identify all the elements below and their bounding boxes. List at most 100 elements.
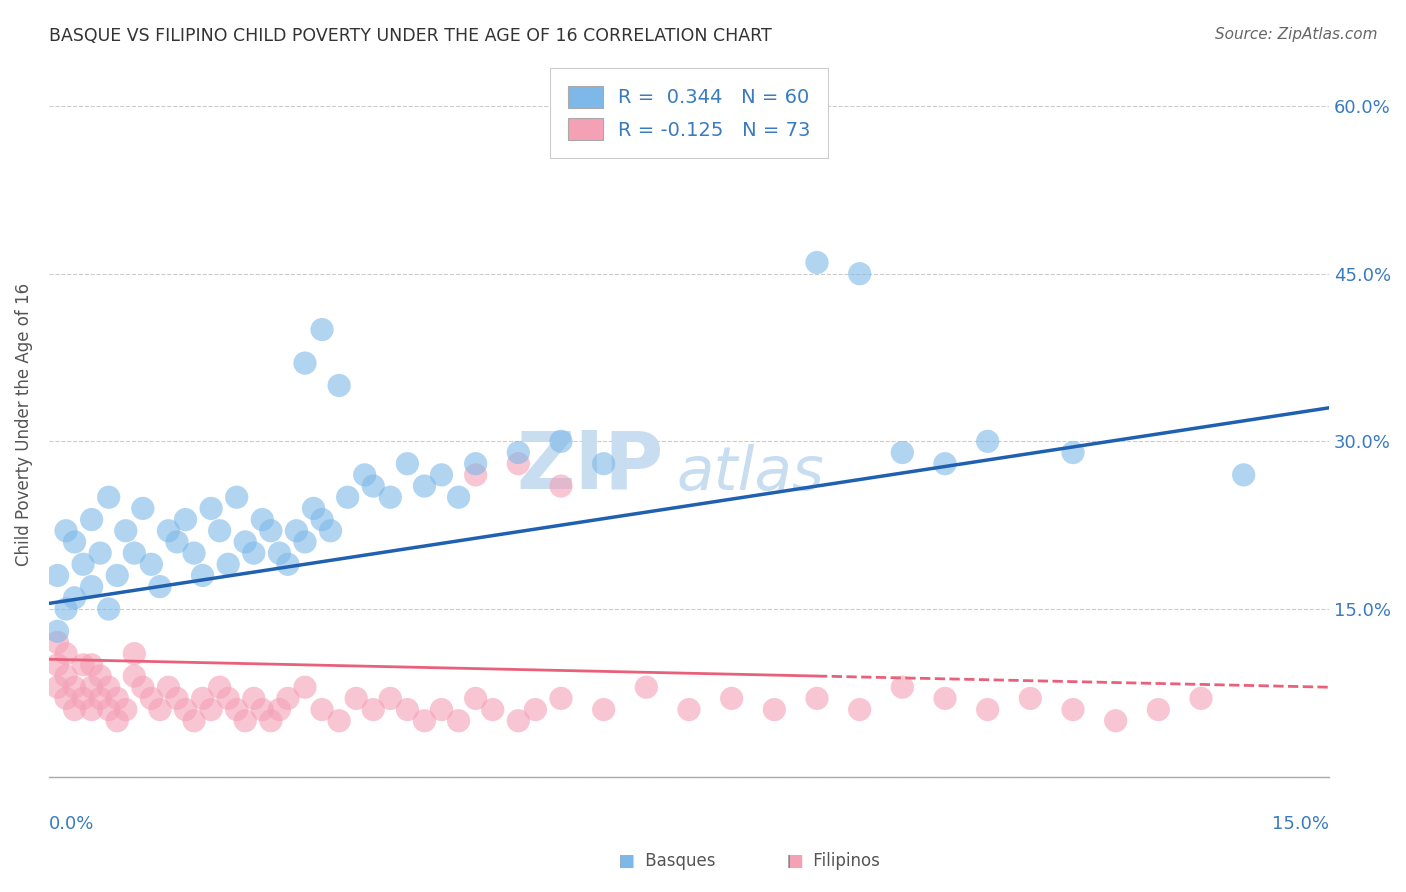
Point (464, 457, 486, 471)
Text: 15.0%: 15.0% (1272, 815, 1329, 833)
Point (311, 322, 333, 336)
Point (252, 512, 274, 526)
Point (353, 467, 375, 482)
Point (166, 691, 188, 706)
Point (97, 602, 120, 616)
Point (294, 356, 316, 370)
Point (269, 546, 291, 560)
Point (55, 602, 77, 616)
Point (80, 702, 103, 716)
Point (46, 680, 69, 694)
Point (114, 524, 136, 538)
Point (114, 702, 136, 716)
Point (217, 558, 239, 572)
Point (447, 490, 470, 504)
Point (105, 568, 128, 582)
Point (260, 524, 283, 538)
Point (233, 714, 256, 728)
Point (89, 691, 111, 706)
Point (464, 691, 486, 706)
Point (344, 691, 367, 706)
Point (233, 535, 256, 549)
Text: Source: ZipAtlas.com: Source: ZipAtlas.com (1215, 27, 1378, 42)
Point (285, 524, 308, 538)
Point (72, 558, 94, 572)
Point (396, 457, 419, 471)
Point (1147, 702, 1170, 716)
Point (97, 702, 120, 716)
Point (225, 490, 247, 504)
Point (124, 546, 146, 560)
Point (269, 702, 291, 716)
Point (763, 702, 786, 716)
Point (157, 680, 180, 694)
Point (380, 691, 402, 706)
Point (550, 691, 572, 706)
Point (311, 702, 333, 716)
Point (524, 702, 547, 716)
Point (89, 669, 111, 683)
Y-axis label: Child Poverty Under the Age of 16: Child Poverty Under the Age of 16 (15, 283, 32, 566)
Point (413, 479, 436, 493)
Point (80, 580, 103, 594)
Point (97, 680, 120, 694)
Point (208, 680, 231, 694)
Point (508, 714, 530, 728)
Point (63, 702, 86, 716)
Point (592, 702, 614, 716)
Point (242, 691, 264, 706)
Point (380, 490, 402, 504)
Text: ■: ■ (787, 852, 803, 870)
Point (396, 702, 419, 716)
Point (508, 457, 530, 471)
Point (63, 591, 86, 605)
Point (89, 546, 111, 560)
Point (260, 714, 283, 728)
Point (934, 457, 956, 471)
Point (1189, 691, 1212, 706)
Point (976, 702, 998, 716)
Point (46, 624, 69, 639)
Point (1233, 467, 1256, 482)
Point (311, 512, 333, 526)
Point (105, 691, 128, 706)
Point (302, 501, 325, 516)
Point (361, 702, 384, 716)
Point (46, 635, 69, 649)
Text: ■  Basques: ■ Basques (619, 852, 716, 870)
Point (55, 647, 77, 661)
Text: ZIP: ZIP (516, 428, 664, 506)
Point (97, 490, 120, 504)
Point (183, 714, 205, 728)
Point (217, 691, 239, 706)
Point (200, 702, 222, 716)
Point (430, 467, 453, 482)
Text: atlas: atlas (676, 444, 824, 503)
Point (124, 647, 146, 661)
Text: ■: ■ (619, 852, 634, 870)
Point (508, 445, 530, 459)
Point (848, 267, 870, 281)
Point (976, 434, 998, 449)
Point (252, 702, 274, 716)
Point (63, 680, 86, 694)
Point (80, 680, 103, 694)
Point (72, 657, 94, 672)
Point (208, 524, 231, 538)
Point (891, 445, 914, 459)
Point (124, 669, 146, 683)
Point (848, 702, 870, 716)
Text: 0.0%: 0.0% (49, 815, 94, 833)
Point (1062, 702, 1084, 716)
Point (336, 490, 359, 504)
Point (242, 546, 264, 560)
Point (720, 691, 742, 706)
Point (319, 524, 342, 538)
Legend: R =  0.344   N = 60, R = -0.125   N = 73: R = 0.344 N = 60, R = -0.125 N = 73 (550, 68, 828, 158)
Point (294, 535, 316, 549)
Point (891, 680, 914, 694)
Point (132, 680, 155, 694)
Point (277, 558, 299, 572)
Point (80, 657, 103, 672)
Text: BASQUE VS FILIPINO CHILD POVERTY UNDER THE AGE OF 16 CORRELATION CHART: BASQUE VS FILIPINO CHILD POVERTY UNDER T… (49, 27, 772, 45)
